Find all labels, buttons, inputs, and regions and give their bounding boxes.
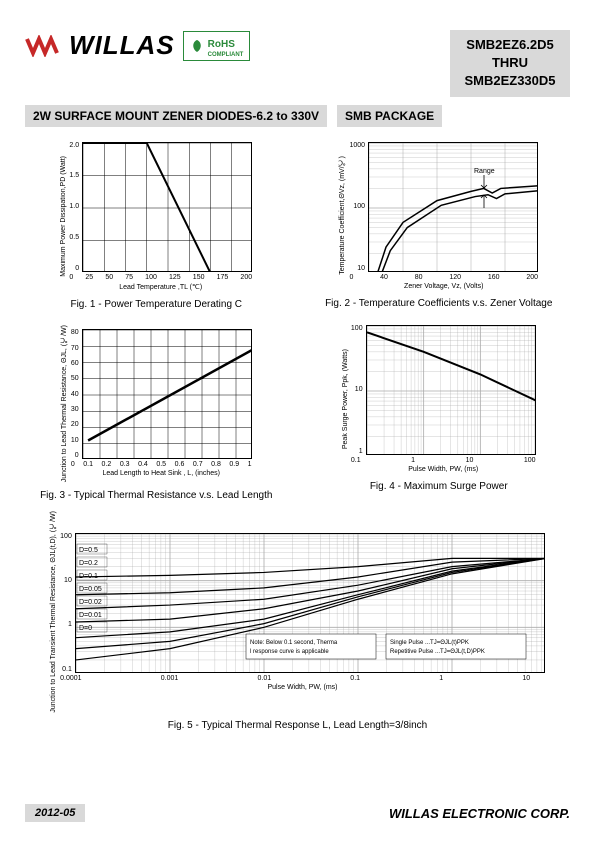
fig4-xlabel: Pulse Width, PW, (ms) — [351, 466, 536, 473]
rohs-label: RoHS — [208, 39, 235, 50]
fig5-xticks: 0.00010.0010.010.1110 — [60, 675, 530, 682]
part-mid: THRU — [460, 54, 560, 72]
svg-text:D=0: D=0 — [79, 625, 92, 632]
fig1-xticks: 0255075100125150175200 — [69, 274, 252, 281]
part-bot: SMB2EZ330D5 — [460, 72, 560, 90]
svg-text:D=0.05: D=0.05 — [79, 586, 102, 593]
svg-text:Note: Below 0.1 second, Therma: Note: Below 0.1 second, Therma — [250, 640, 338, 646]
fig2-cell: Temperature Coefficient,ΘVz, (mV/℃) 1010… — [308, 142, 571, 310]
fig3-ylabel: Junction to Lead Thermal Resistance, ΘJL… — [61, 325, 69, 482]
fig5-ylabel: Junction to Lead Transient Thermal Resis… — [50, 511, 58, 713]
svg-text:D=0.2: D=0.2 — [79, 560, 98, 567]
footer-date: 2012-05 — [25, 804, 85, 822]
fig1-ylabel: Maximum Power Dissipation,PD (Watt) — [60, 156, 67, 277]
svg-text:Range: Range — [474, 168, 495, 175]
leaf-icon — [190, 39, 204, 53]
part-number-box: SMB2EZ6.2D5 THRU SMB2EZ330D5 — [450, 30, 570, 97]
fig4-ylabel: Peak Surge Power, Ppk, (Watts) — [342, 349, 349, 449]
fig3-cell: Junction to Lead Thermal Resistance, ΘJL… — [25, 325, 288, 501]
fig4-xticks: 0.1110100 — [351, 457, 536, 464]
fig2-ylabel: Temperature Coefficient,ΘVz, (mV/℃) — [339, 156, 347, 275]
subtitle-pkg: SMB PACKAGE — [337, 105, 442, 127]
svg-text:D=0.5: D=0.5 — [79, 547, 98, 554]
svg-text:D=0.02: D=0.02 — [79, 599, 102, 606]
fig2-xlabel: Zener Voltage, Vz, (Volts) — [349, 283, 538, 290]
rohs-sub: COMPLIANT — [208, 52, 244, 58]
fig1-xlabel: Lead Temperature ,TL (℃) — [69, 283, 252, 291]
fig1-caption: Fig. 1 - Power Temperature Derating C — [70, 299, 242, 310]
fig1-cell: Maximum Power Dissipation,PD (Watt) 00.5… — [25, 142, 288, 310]
footer-corp: WILLAS ELECTRONIC CORP. — [389, 806, 570, 821]
svg-text:l response curve is applicable: l response curve is applicable — [250, 649, 329, 655]
fig1-plot — [82, 142, 252, 272]
fig3-xticks: 00.10.20.30.40.50.60.70.80.91 — [71, 461, 252, 468]
svg-text:D=0.01: D=0.01 — [79, 612, 102, 619]
fig4-caption: Fig. 4 - Maximum Surge Power — [370, 481, 508, 492]
fig2-xticks: 04080120160200 — [349, 274, 538, 281]
fig4-plot — [366, 325, 536, 455]
fig2-plot: Range — [368, 142, 538, 272]
subtitle-main: 2W SURFACE MOUNT ZENER DIODES-6.2 to 330… — [25, 105, 327, 127]
fig3-xlabel: Lead Length to Heat Sink , L, (inches) — [71, 470, 252, 477]
fig5-cell: Junction to Lead Transient Thermal Resis… — [25, 511, 570, 732]
fig3-yticks: 01020304050607080 — [71, 329, 82, 459]
part-top: SMB2EZ6.2D5 — [460, 36, 560, 54]
svg-text:Single Pulse ...TJ=ΘJL(t)PPK: Single Pulse ...TJ=ΘJL(t)PPK — [390, 640, 469, 646]
fig2-yticks: 101001000 — [349, 142, 368, 272]
brand-block: WILLAS RoHS COMPLIANT — [25, 30, 250, 61]
fig2-caption: Fig. 2 - Temperature Coefficients v.s. Z… — [325, 298, 552, 309]
brand-name: WILLAS — [69, 30, 175, 61]
svg-text:D=0.1: D=0.1 — [79, 573, 98, 580]
fig5-xlabel: Pulse Width, PW, (ms) — [60, 684, 545, 691]
fig4-cell: Peak Surge Power, Ppk, (Watts) 110100 0.… — [308, 325, 571, 501]
fig1-yticks: 00.51.01.52.0 — [69, 142, 82, 272]
logo-icon — [25, 35, 61, 57]
fig3-plot — [82, 329, 252, 459]
fig5-yticks: 0.1110100 — [60, 533, 75, 673]
svg-text:Repetitive Pulse ...TJ=ΘJL(t,D: Repetitive Pulse ...TJ=ΘJL(t,D)PPK — [390, 649, 485, 655]
fig5-caption: Fig. 5 - Typical Thermal Response L, Lea… — [168, 720, 428, 731]
fig5-plot: D=0.5 D=0.2 D=0.1 D=0.05 D=0.02 D=0.01 D=0 Note… — [75, 533, 545, 673]
fig4-yticks: 110100 — [351, 325, 366, 455]
fig3-caption: Fig. 3 - Typical Thermal Resistance v.s.… — [40, 490, 272, 501]
rohs-badge: RoHS COMPLIANT — [183, 31, 251, 61]
